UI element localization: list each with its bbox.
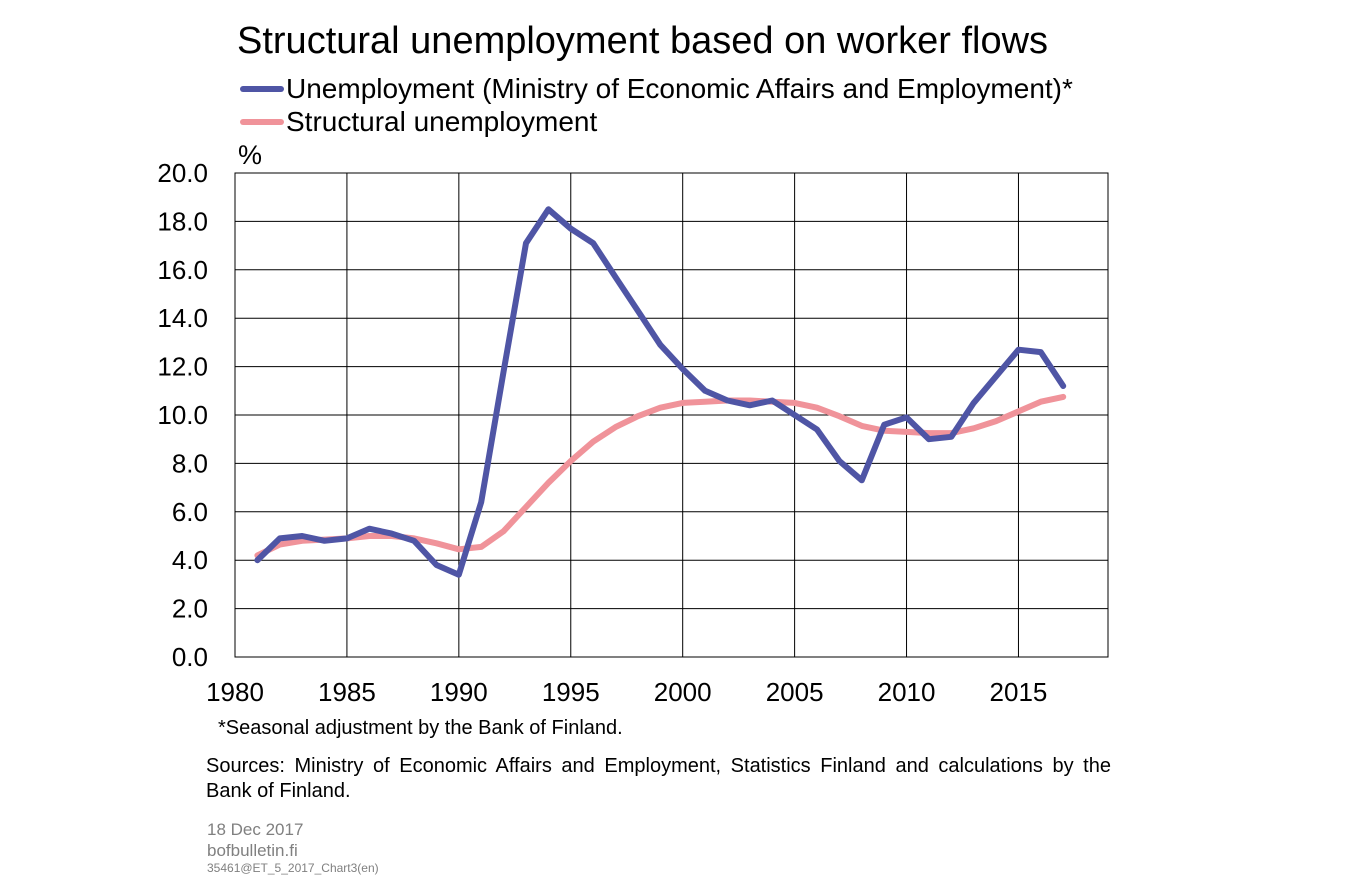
legend-item-structural: Structural unemployment [240, 105, 597, 139]
y-tick-label: 10.0 [157, 400, 208, 430]
y-tick-label: 18.0 [157, 206, 208, 236]
chart-code: 35461@ET_5_2017_Chart3(en) [207, 861, 379, 875]
y-tick-label: 14.0 [157, 303, 208, 333]
x-tick-label: 2010 [878, 677, 936, 707]
x-tick-label: 1995 [542, 677, 600, 707]
x-tick-label: 2000 [654, 677, 712, 707]
footnote: *Seasonal adjustment by the Bank of Finl… [218, 717, 623, 739]
y-tick-label: 20.0 [157, 158, 208, 188]
chart-title: Structural unemployment based on worker … [237, 20, 1049, 62]
series-line-unemployment [254, 206, 1067, 578]
legend-label-unemployment: Unemployment (Ministry of Economic Affai… [286, 73, 1073, 104]
sources-note: Sources: Ministry of Economic Affairs an… [206, 755, 1111, 802]
site-name: bofbulletin.fi [207, 841, 298, 860]
publication-date: 18 Dec 2017 [207, 820, 304, 839]
legend-label-structural: Structural unemployment [286, 106, 598, 137]
y-tick-label: 8.0 [172, 448, 208, 478]
y-tick-label: 6.0 [172, 497, 208, 527]
y-tick-label: 2.0 [172, 594, 208, 624]
x-tick-label: 2015 [990, 677, 1048, 707]
legend-item-unemployment: Unemployment (Ministry of Economic Affai… [240, 72, 1073, 106]
y-tick-label: 16.0 [157, 255, 208, 285]
y-tick-label: 12.0 [157, 352, 208, 382]
legend-swatch-unemployment [240, 86, 284, 92]
y-axis-unit-label: % [238, 140, 263, 170]
x-tick-label: 2005 [766, 677, 824, 707]
x-tick-label: 1980 [206, 677, 264, 707]
y-tick-label: 0.0 [172, 642, 208, 672]
x-tick-label: 1985 [318, 677, 376, 707]
plot-area-border [234, 172, 1109, 658]
legend-swatch-structural [240, 119, 284, 125]
x-tick-label: 1990 [430, 677, 488, 707]
y-tick-label: 4.0 [172, 545, 208, 575]
